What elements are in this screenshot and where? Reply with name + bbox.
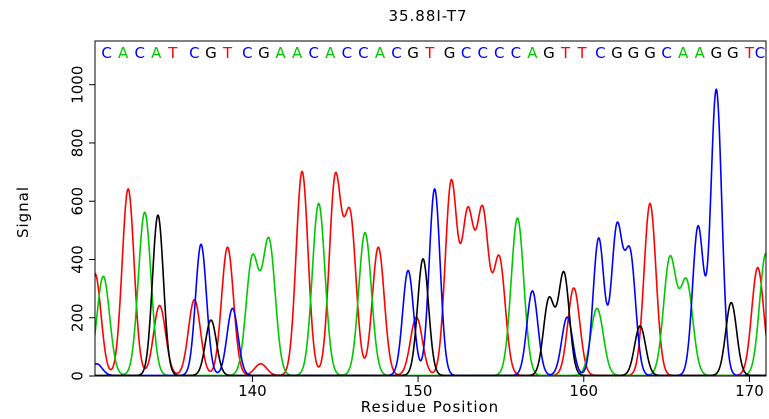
base-call-letter: C — [595, 44, 605, 62]
base-call-letter: T — [577, 44, 588, 62]
base-call-letter: A — [375, 44, 386, 62]
trace-A — [95, 202, 766, 376]
base-call-letter: A — [527, 44, 538, 62]
base-call-letter: C — [755, 44, 765, 62]
base-call-letter: C — [342, 44, 352, 62]
base-call-letter: A — [118, 44, 129, 62]
trace-G — [95, 214, 766, 376]
base-call-letter: C — [511, 44, 521, 62]
plot-area — [95, 87, 766, 376]
base-call-letter: C — [477, 44, 487, 62]
trace-T — [95, 170, 766, 376]
base-call-letter: A — [325, 44, 336, 62]
trace-C — [95, 87, 766, 376]
y-axis-label: Signal — [14, 186, 32, 238]
axis-ticks: 0 200 400 600 800 1000 140 150 160 170 — [69, 66, 764, 400]
base-call-letter: C — [358, 44, 368, 62]
chart-title: 35.88I-T7 — [388, 7, 467, 25]
base-call-letter: T — [744, 44, 755, 62]
base-call-letter: A — [151, 44, 162, 62]
x-tick-label: 150 — [404, 382, 433, 400]
base-call-letter: G — [611, 44, 623, 62]
base-call-letter: C — [134, 44, 144, 62]
base-call-letter: A — [292, 44, 303, 62]
y-tick-label: 200 — [69, 303, 87, 332]
x-tick-label: 160 — [569, 382, 598, 400]
x-axis-label: Residue Position — [361, 398, 499, 416]
base-call-letter: A — [275, 44, 286, 62]
base-call-letter: G — [407, 44, 419, 62]
base-call-letter: T — [167, 44, 178, 62]
base-call-letter: A — [695, 44, 706, 62]
base-call-letter: G — [258, 44, 270, 62]
y-tick-label: 800 — [69, 129, 87, 158]
base-call-letter: G — [444, 44, 456, 62]
base-call-letter: G — [710, 44, 722, 62]
base-call-letter: T — [424, 44, 435, 62]
base-call-letter: G — [727, 44, 739, 62]
base-call-letter: C — [461, 44, 471, 62]
base-call-letter: C — [661, 44, 671, 62]
x-tick-label: 170 — [735, 382, 764, 400]
base-call-letter: C — [101, 44, 111, 62]
y-tick-label: 600 — [69, 187, 87, 216]
base-call-letter: C — [308, 44, 318, 62]
plot-frame — [94, 40, 767, 377]
base-call-letter: T — [222, 44, 233, 62]
base-call-letter: G — [628, 44, 640, 62]
y-tick-label: 400 — [69, 245, 87, 274]
base-call-letter: T — [560, 44, 571, 62]
base-call-letter: A — [678, 44, 689, 62]
base-call-letter: C — [242, 44, 252, 62]
base-call-letter: C — [189, 44, 199, 62]
y-tick-label: 0 — [69, 371, 87, 381]
base-call-letter: G — [543, 44, 555, 62]
base-call-letter: G — [205, 44, 217, 62]
base-call-letter: C — [494, 44, 504, 62]
base-call-letter: C — [391, 44, 401, 62]
x-tick-label: 140 — [238, 382, 267, 400]
base-call-letter: G — [644, 44, 656, 62]
y-tick-label: 1000 — [69, 66, 87, 104]
